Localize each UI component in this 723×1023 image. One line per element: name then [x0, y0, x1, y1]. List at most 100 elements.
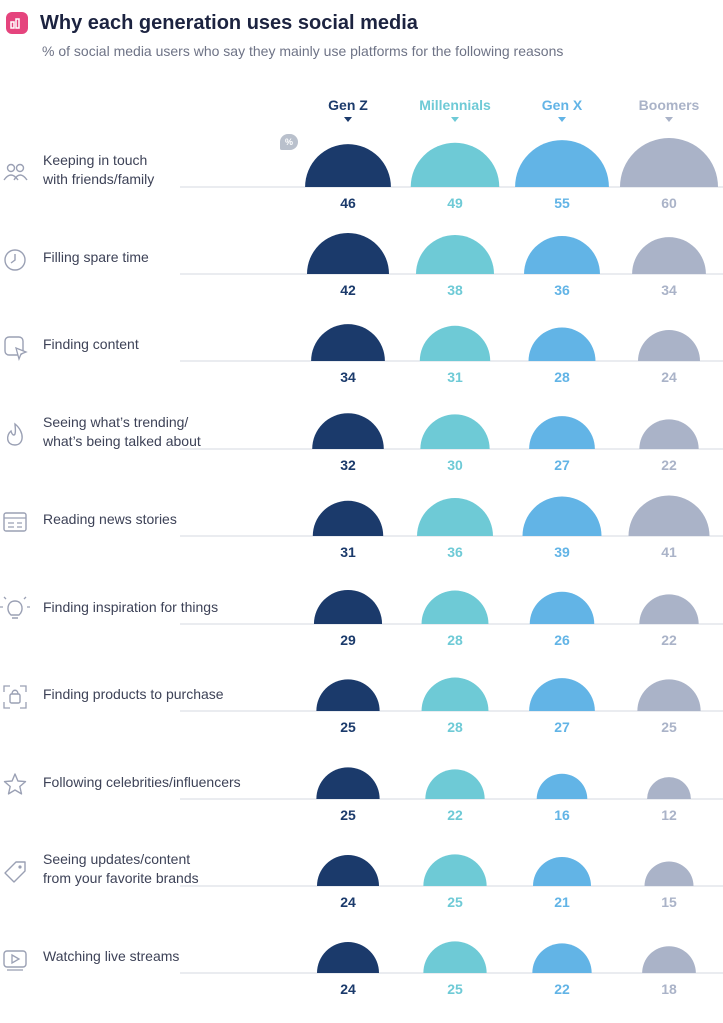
category-label-line: Seeing what’s trending/ — [43, 414, 188, 430]
legend-arrow — [665, 117, 673, 122]
half-circle-gen-x — [529, 678, 595, 711]
clock-face — [4, 249, 26, 271]
data-label: 24 — [340, 981, 356, 997]
video-frame — [3, 950, 27, 968]
half-circle-boomers — [638, 330, 700, 361]
legend-gen-z: Gen Z — [328, 97, 368, 113]
category-label: Seeing updates/content from your favorite… — [43, 851, 199, 886]
half-circle-millennials — [425, 769, 485, 799]
half-circle-boomers — [632, 237, 706, 274]
row-1: Keeping in touch with friends/family 46 49 5… — [3, 138, 723, 211]
tag-hole — [18, 865, 22, 869]
data-label: 46 — [340, 195, 356, 211]
percent-icon: % — [280, 134, 298, 150]
category-label-line: Finding products to purchase — [43, 686, 224, 702]
category-label: Seeing what’s trending/what’s being talk… — [42, 414, 201, 449]
data-label: 34 — [340, 369, 356, 385]
half-circle-gen-z — [312, 500, 384, 536]
category-label: Reading news stories — [43, 511, 177, 527]
news-lines — [4, 517, 26, 528]
lightbulb-icon — [0, 596, 30, 619]
row-5: Reading news stories 31 36 39 41 — [3, 495, 723, 560]
row-4: Seeing what’s trending/what’s being talk… — [6, 413, 723, 473]
people-body — [3, 174, 28, 181]
data-label: 55 — [554, 195, 570, 211]
data-label: 36 — [447, 544, 463, 560]
half-circle-millennials — [421, 590, 489, 624]
half-circle-gen-x — [515, 140, 609, 187]
content-frame — [4, 336, 24, 356]
data-label: 31 — [340, 544, 356, 560]
half-circle-gen-x — [524, 236, 600, 274]
clock-hands — [10, 254, 16, 264]
data-label: 25 — [661, 719, 677, 735]
legend-millennials: Millennials — [419, 97, 491, 113]
category-label-line: Finding content — [43, 336, 139, 352]
half-circle-gen-z — [307, 233, 389, 274]
tag-icon — [4, 861, 26, 883]
data-label: 49 — [447, 195, 463, 211]
data-label: 42 — [340, 282, 356, 298]
half-circle-gen-z — [311, 324, 385, 361]
category-label: Finding products to purchase — [43, 686, 224, 702]
data-label: 36 — [554, 282, 570, 298]
data-label: 22 — [554, 981, 570, 997]
data-label: 28 — [554, 369, 570, 385]
bar-chart-icon — [10, 18, 20, 29]
data-label: 22 — [661, 457, 677, 473]
category-label: Filling spare time — [43, 249, 149, 265]
half-circle-boomers — [628, 495, 710, 536]
half-circle-gen-z — [316, 767, 380, 799]
star-icon — [3, 773, 27, 795]
data-label: 39 — [554, 544, 570, 560]
legend-arrow — [451, 117, 459, 122]
data-label: 29 — [340, 632, 356, 648]
data-label: 60 — [661, 195, 677, 211]
row-3: Finding content 34 31 28 24 — [4, 324, 723, 385]
video-play-icon — [3, 950, 27, 971]
half-circle-millennials — [420, 414, 490, 449]
row-2: Filling spare time 42 38 36 34 — [4, 233, 723, 298]
category-label-line: Following celebrities/influencers — [43, 774, 241, 790]
half-circle-boomers — [644, 861, 694, 886]
row-7: Finding products to purchase 25 28 27 25 — [3, 677, 723, 735]
data-label: 30 — [447, 457, 463, 473]
category-label-line: Watching live streams — [43, 948, 179, 964]
data-label: 25 — [340, 719, 356, 735]
bag-handle — [11, 689, 19, 695]
data-label: 25 — [447, 981, 463, 997]
category-label-line: Keeping in touch — [43, 152, 147, 168]
category-label: Keeping in touch with friends/family — [42, 152, 154, 187]
half-circle-boomers — [639, 594, 699, 624]
data-label: 27 — [554, 457, 570, 473]
data-label: 24 — [661, 369, 677, 385]
half-circle-gen-x — [532, 943, 592, 973]
chart-title: Why each generation uses social media — [40, 12, 418, 34]
category-label: Finding content — [43, 336, 139, 352]
category-label-line: Reading news stories — [43, 511, 177, 527]
half-circle-gen-x — [533, 857, 591, 886]
people-head — [15, 163, 25, 173]
chart-subtitle: % of social media users who say they mai… — [42, 43, 564, 59]
half-circle-boomers — [642, 946, 696, 973]
half-circle-millennials — [419, 325, 491, 361]
bag-body — [9, 693, 21, 704]
half-circle-gen-z — [317, 942, 379, 973]
category-label-line: with friends/family — [42, 171, 154, 187]
half-circle-boomers — [637, 679, 701, 711]
scan-frame — [3, 685, 27, 709]
data-label: 12 — [661, 807, 677, 823]
data-label: 26 — [554, 632, 570, 648]
tag-shape — [4, 861, 26, 883]
half-circle-boomers — [647, 777, 691, 799]
clock-icon — [4, 249, 26, 271]
half-circle-millennials — [410, 142, 500, 187]
data-label: 22 — [447, 807, 463, 823]
data-label: 32 — [340, 457, 356, 473]
shopping-bag-icon — [3, 685, 27, 709]
category-label-line: Seeing updates/content — [43, 851, 190, 867]
category-label: Following celebrities/influencers — [43, 774, 241, 790]
flame-shape — [6, 422, 23, 446]
bulb-rays — [0, 596, 30, 608]
